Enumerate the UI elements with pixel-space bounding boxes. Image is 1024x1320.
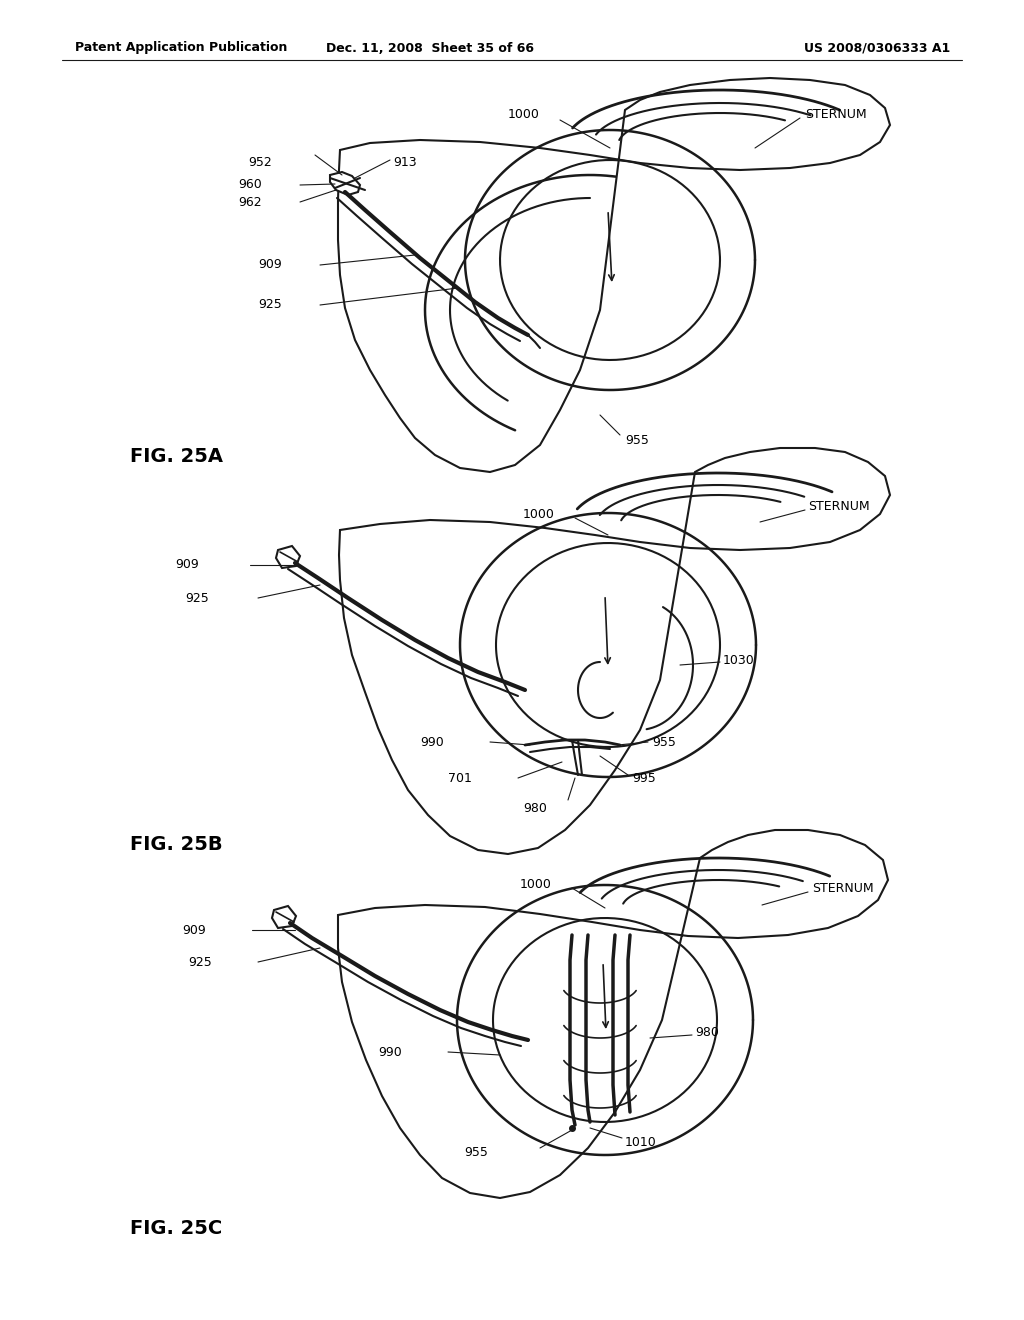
Polygon shape (338, 830, 888, 1199)
Polygon shape (272, 906, 296, 928)
Text: 962: 962 (238, 195, 261, 209)
Text: 909: 909 (182, 924, 206, 936)
Polygon shape (276, 546, 300, 568)
Text: 960: 960 (238, 178, 262, 191)
Text: STERNUM: STERNUM (812, 883, 873, 895)
Text: 955: 955 (652, 735, 676, 748)
Text: 925: 925 (258, 298, 282, 312)
Text: Patent Application Publication: Patent Application Publication (75, 41, 288, 54)
Text: 909: 909 (258, 259, 282, 272)
Text: FIG. 25C: FIG. 25C (130, 1218, 222, 1238)
Text: 995: 995 (632, 771, 655, 784)
Text: 980: 980 (523, 801, 547, 814)
Text: 955: 955 (625, 433, 649, 446)
Text: 980: 980 (695, 1026, 719, 1039)
Text: 1030: 1030 (723, 653, 755, 667)
Text: 909: 909 (175, 558, 199, 572)
Text: FIG. 25B: FIG. 25B (130, 836, 222, 854)
Text: 925: 925 (185, 591, 209, 605)
Text: Dec. 11, 2008  Sheet 35 of 66: Dec. 11, 2008 Sheet 35 of 66 (326, 41, 534, 54)
Text: 1000: 1000 (520, 878, 552, 891)
Text: 925: 925 (188, 956, 212, 969)
Text: FIG. 25A: FIG. 25A (130, 446, 223, 466)
Text: STERNUM: STERNUM (808, 500, 869, 513)
Text: 913: 913 (393, 156, 417, 169)
Text: 1000: 1000 (523, 507, 555, 520)
Text: 701: 701 (449, 771, 472, 784)
Text: 955: 955 (464, 1146, 488, 1159)
Text: STERNUM: STERNUM (805, 108, 866, 121)
Polygon shape (330, 172, 360, 195)
Polygon shape (338, 78, 890, 473)
Text: 1010: 1010 (625, 1135, 656, 1148)
Text: 1000: 1000 (508, 108, 540, 121)
Polygon shape (339, 447, 890, 854)
Text: 990: 990 (378, 1045, 401, 1059)
Text: US 2008/0306333 A1: US 2008/0306333 A1 (804, 41, 950, 54)
Text: 952: 952 (248, 157, 271, 169)
Text: 990: 990 (420, 735, 443, 748)
